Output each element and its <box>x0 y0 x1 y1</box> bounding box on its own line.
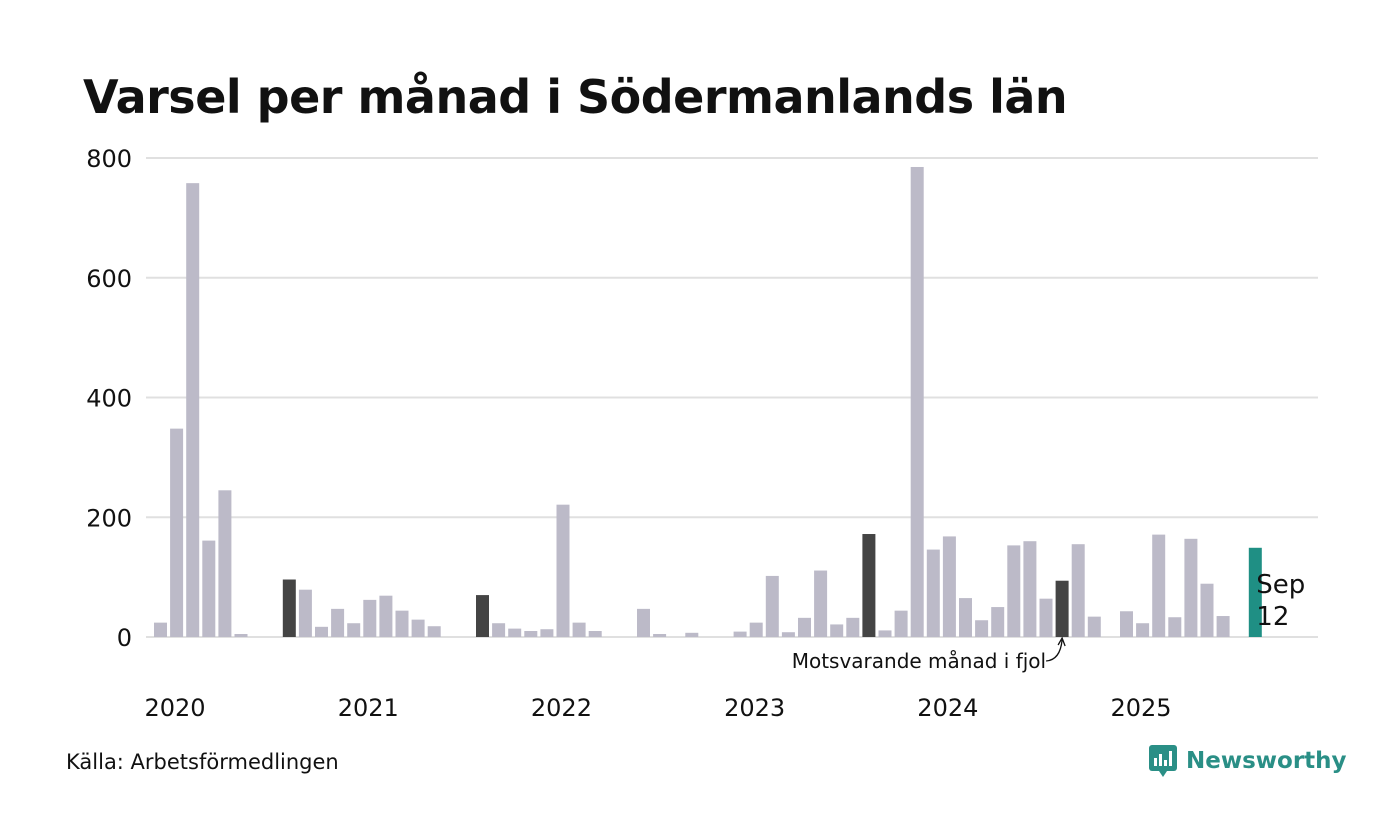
x-year-label: 2023 <box>724 694 785 722</box>
x-year-label: 2025 <box>1111 694 1172 722</box>
y-tick-label: 600 <box>86 265 132 293</box>
brand-logo[interactable]: Newsworthy <box>1148 744 1347 778</box>
bar[interactable] <box>653 634 667 637</box>
bar[interactable] <box>1039 598 1053 637</box>
x-year-label: 2022 <box>531 694 592 722</box>
annotation-arrow <box>1046 639 1063 662</box>
bar[interactable] <box>894 610 908 637</box>
bar-current-month[interactable] <box>1248 547 1262 637</box>
bar[interactable] <box>1023 541 1037 637</box>
annotation-arrowhead <box>1057 636 1066 647</box>
y-tick-label: 0 <box>117 624 132 652</box>
bar[interactable] <box>379 595 393 637</box>
bar[interactable] <box>749 622 763 637</box>
bar[interactable] <box>315 626 328 637</box>
bar-comparison-month[interactable] <box>1055 580 1069 637</box>
bar[interactable] <box>814 570 828 637</box>
bar[interactable] <box>395 610 409 637</box>
y-tick-label: 200 <box>86 504 132 532</box>
bar[interactable] <box>975 620 989 637</box>
bar[interactable] <box>572 622 586 637</box>
newsworthy-logo-icon <box>1149 745 1177 777</box>
bar[interactable] <box>154 622 167 637</box>
bar[interactable] <box>733 631 747 637</box>
bar[interactable] <box>830 624 844 637</box>
bar-comparison-month[interactable] <box>282 579 296 637</box>
bar[interactable] <box>846 617 860 637</box>
bar[interactable] <box>347 623 361 637</box>
y-tick-label: 800 <box>86 145 132 173</box>
bar[interactable] <box>298 589 312 637</box>
brand-name: Newsworthy <box>1186 748 1347 774</box>
bar[interactable] <box>781 632 795 637</box>
bar[interactable] <box>331 608 345 637</box>
bar-comparison-month[interactable] <box>476 595 489 637</box>
bar[interactable] <box>959 598 972 637</box>
comparison-annotation: Motsvarande månad i fjol <box>792 649 1046 673</box>
bar[interactable] <box>637 608 650 637</box>
bar[interactable] <box>910 166 924 637</box>
x-year-label: 2021 <box>338 694 399 722</box>
bar[interactable] <box>1216 616 1230 637</box>
bar[interactable] <box>942 536 956 637</box>
bar[interactable] <box>1007 545 1021 637</box>
y-tick-label: 400 <box>86 385 132 413</box>
x-year-label: 2024 <box>917 694 978 722</box>
bar[interactable] <box>234 634 248 637</box>
x-year-label: 2020 <box>145 694 206 722</box>
latest-month-label: Sep <box>1256 570 1305 600</box>
bar[interactable] <box>218 490 232 637</box>
source-note: Källa: Arbetsförmedlingen <box>66 750 339 774</box>
bar[interactable] <box>170 428 184 637</box>
bar[interactable] <box>524 631 538 637</box>
bar[interactable] <box>1120 611 1133 637</box>
bar[interactable] <box>765 575 779 637</box>
bar[interactable] <box>540 629 554 637</box>
bar[interactable] <box>556 504 570 637</box>
bar[interactable] <box>492 623 506 637</box>
bar[interactable] <box>1087 616 1101 637</box>
bar-comparison-month[interactable] <box>862 534 876 637</box>
bar[interactable] <box>1152 534 1166 637</box>
bar[interactable] <box>1168 617 1182 637</box>
bar[interactable] <box>588 631 602 637</box>
bar[interactable] <box>1071 544 1085 637</box>
bar[interactable] <box>202 540 216 637</box>
bar[interactable] <box>1136 623 1150 637</box>
bar[interactable] <box>926 549 940 637</box>
bar[interactable] <box>427 626 441 637</box>
bar[interactable] <box>508 628 522 637</box>
bar[interactable] <box>1184 538 1198 637</box>
bar[interactable] <box>411 619 425 637</box>
chart-title: Varsel per månad i Södermanlands län <box>83 70 1068 124</box>
bar[interactable] <box>363 599 377 637</box>
bar[interactable] <box>798 617 811 637</box>
bar[interactable] <box>685 632 699 637</box>
bar[interactable] <box>991 607 1005 637</box>
bar[interactable] <box>186 183 200 637</box>
bar[interactable] <box>1200 583 1214 637</box>
bar[interactable] <box>878 630 892 637</box>
latest-value-label: 12 <box>1256 602 1289 632</box>
